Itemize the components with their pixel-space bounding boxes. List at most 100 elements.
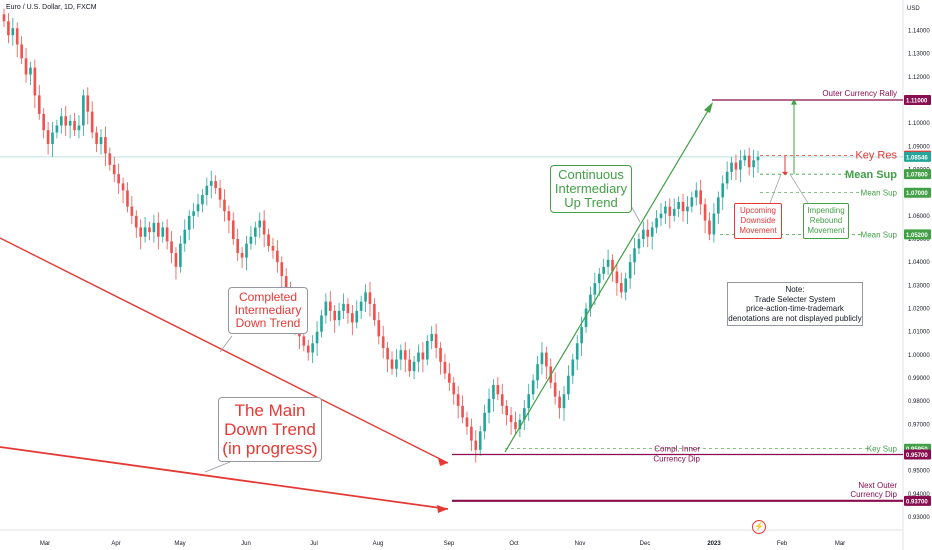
candle-body [514, 422, 517, 430]
candle-body [130, 206, 134, 216]
axis-currency-label: USD [907, 6, 920, 12]
candle-body [465, 417, 469, 427]
y-tick-label: 1.12000 [908, 75, 930, 81]
candle-body [192, 211, 195, 216]
candle-body [59, 116, 63, 126]
candle-body [271, 245, 275, 251]
candle-body [126, 190, 129, 207]
candle-body [258, 220, 262, 228]
candle-body [183, 229, 187, 244]
candle-body [597, 273, 601, 284]
candle-body [262, 220, 266, 235]
candle-body [351, 313, 354, 323]
candle-body [558, 396, 561, 409]
candle-body [650, 227, 654, 237]
key-sup-text: Key Sup [867, 445, 898, 454]
candle-body [73, 120, 76, 131]
price-tag-text: 1.07000 [906, 191, 928, 197]
candle-body [333, 310, 337, 321]
candle-body [399, 350, 403, 360]
x-tick-label: 2023 [707, 541, 721, 547]
candle-body [611, 259, 614, 272]
x-tick-label: Jul [310, 541, 318, 547]
candle-body [2, 14, 6, 22]
up-trend-arrowhead [704, 102, 713, 113]
candle-body [553, 382, 557, 397]
candle-body [254, 227, 257, 237]
candle-body [46, 130, 50, 145]
y-tick-label: 0.97000 [908, 422, 930, 428]
candle-body [518, 419, 522, 430]
candle-body [536, 364, 539, 381]
candle-body [276, 250, 279, 263]
y-tick-label: 1.10000 [908, 121, 930, 127]
upcoming-downside-label: Upcoming Downside Movement [734, 203, 782, 239]
candle-body [15, 28, 19, 45]
candle-body [214, 181, 217, 189]
completed-down-trend-label: Completed Intermediary Down Trend [228, 287, 308, 334]
candle-body [478, 431, 482, 450]
candle-body [743, 155, 747, 161]
y-tick-label: 1.13000 [908, 52, 930, 58]
candle-body [725, 171, 729, 184]
candle-body [51, 132, 54, 145]
candle-body [483, 412, 486, 432]
candle-body [461, 405, 464, 418]
downside-arrowhead [782, 171, 788, 176]
x-tick-label: Aug [373, 541, 384, 547]
candle-body [152, 222, 156, 233]
y-tick-label: 1.09000 [908, 144, 930, 150]
candle-body [522, 408, 526, 420]
main-down-pointer [204, 461, 231, 473]
note-box: Note: Trade Selecter System price-action… [727, 282, 863, 326]
candle-body [201, 195, 204, 205]
candle-body [20, 44, 23, 59]
candle-body [408, 359, 411, 372]
candle-body [337, 310, 341, 321]
x-tick-label: Oct [509, 541, 519, 547]
mean-sup-2-text: Mean Sup [861, 230, 898, 239]
candle-body [143, 227, 147, 237]
candle-body [730, 162, 733, 172]
candle-body [474, 440, 478, 450]
candle-body [355, 310, 359, 323]
candle-body [584, 308, 588, 328]
next-outer-text: Next Outer [858, 481, 897, 490]
candle-body [33, 67, 37, 96]
candle-body [139, 227, 143, 237]
candle-body [443, 361, 447, 374]
candle-body [373, 303, 376, 321]
x-tick-label: Mar [835, 541, 845, 547]
candle-body [562, 394, 566, 409]
candle-body [752, 160, 755, 168]
candle-body [694, 190, 698, 198]
price-tag-text: 1.08546 [906, 155, 928, 161]
x-tick-label: Sep [444, 541, 455, 547]
candle-body [187, 215, 191, 230]
y-tick-label: 0.95000 [908, 469, 930, 475]
candle-body [412, 361, 416, 372]
y-tick-label: 0.94000 [908, 492, 930, 498]
candle-body [64, 116, 68, 126]
mean-sup-main-text: Mean Sup [845, 169, 897, 181]
main-trend-arrowhead [437, 505, 448, 513]
candle-body [55, 125, 59, 133]
candle-body [567, 375, 570, 395]
up-trend-line [504, 103, 713, 453]
price-tag [904, 169, 931, 180]
candle-body [249, 236, 253, 244]
candle-body [77, 125, 81, 131]
candle-body [712, 213, 716, 235]
candle-body [619, 283, 623, 293]
candle-body [439, 347, 442, 362]
y-tick-label: 1.02000 [908, 307, 930, 313]
candle-body [716, 197, 720, 214]
candle-body [359, 301, 363, 311]
lightning-icon[interactable]: ⚡ [752, 520, 766, 534]
down-trend-arrowhead [438, 458, 448, 466]
candle-body [112, 164, 116, 175]
candle-body [395, 359, 398, 369]
candle-body [86, 95, 90, 112]
x-tick-label: Feb [777, 541, 788, 547]
